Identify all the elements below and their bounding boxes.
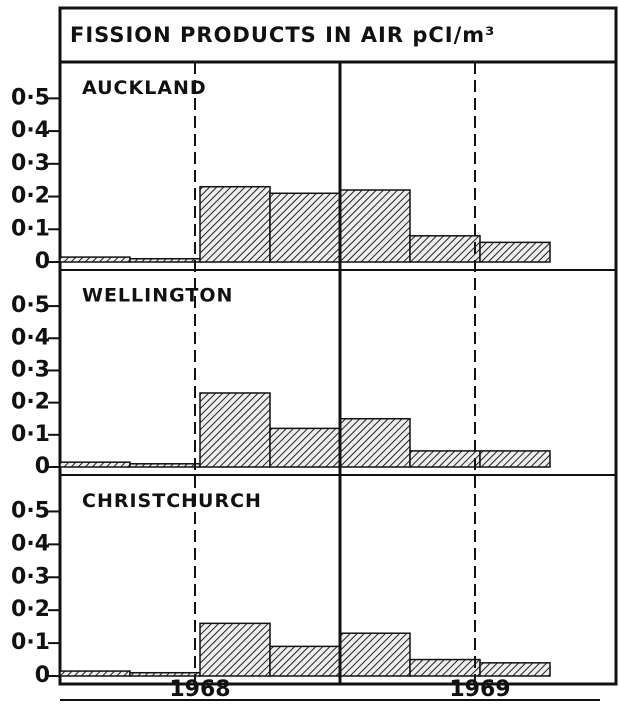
bar [409, 450, 481, 468]
y-tick-label: 0·5 [11, 293, 50, 318]
bar [129, 463, 201, 468]
bar [339, 417, 411, 468]
y-tick-label: 0·2 [11, 597, 50, 622]
frame [58, 6, 618, 686]
panel-title: WELLINGTON [82, 285, 233, 307]
y-tick-label: 0·1 [11, 630, 50, 655]
y-tick-label: 0·4 [11, 531, 50, 556]
y-tick-label: 0·2 [11, 184, 50, 209]
y-tick-label: 0·3 [11, 151, 50, 176]
bar [199, 185, 271, 263]
x-tick-label: 1969 [449, 677, 510, 702]
y-tick-label: 0·4 [11, 118, 50, 143]
bar [269, 427, 341, 468]
y-tick-label: 0·2 [11, 390, 50, 415]
bar [409, 658, 481, 677]
y-tick-label: 0·3 [11, 564, 50, 589]
y-tick-label: 0·1 [11, 422, 50, 447]
bar [59, 670, 131, 677]
y-tick-label: 0 [35, 454, 50, 479]
bar [479, 241, 551, 263]
bar [339, 189, 411, 263]
bar [59, 461, 131, 468]
y-tick-label: 0·1 [11, 216, 50, 241]
bar [479, 662, 551, 677]
bar [269, 192, 341, 263]
bar [339, 632, 411, 677]
chart-title: FISSION PRODUCTS IN AIR pCI/m³ [70, 23, 495, 47]
bar [129, 257, 201, 263]
y-tick-label: 0·4 [11, 325, 50, 350]
y-tick-label: 0·5 [11, 85, 50, 110]
bar [199, 392, 271, 468]
bar [129, 671, 201, 677]
bar [199, 622, 271, 677]
panel-title: AUCKLAND [82, 77, 207, 99]
y-tick-label: 0·3 [11, 357, 50, 382]
bar [479, 450, 551, 468]
y-tick-label: 0·5 [11, 498, 50, 523]
bar [59, 256, 131, 263]
y-tick-label: 0 [35, 663, 50, 688]
x-tick-label: 1968 [169, 677, 230, 702]
panel-title: CHRISTCHURCH [82, 490, 262, 512]
bar [269, 645, 341, 677]
bar [409, 235, 481, 263]
y-tick-label: 0 [35, 249, 50, 274]
